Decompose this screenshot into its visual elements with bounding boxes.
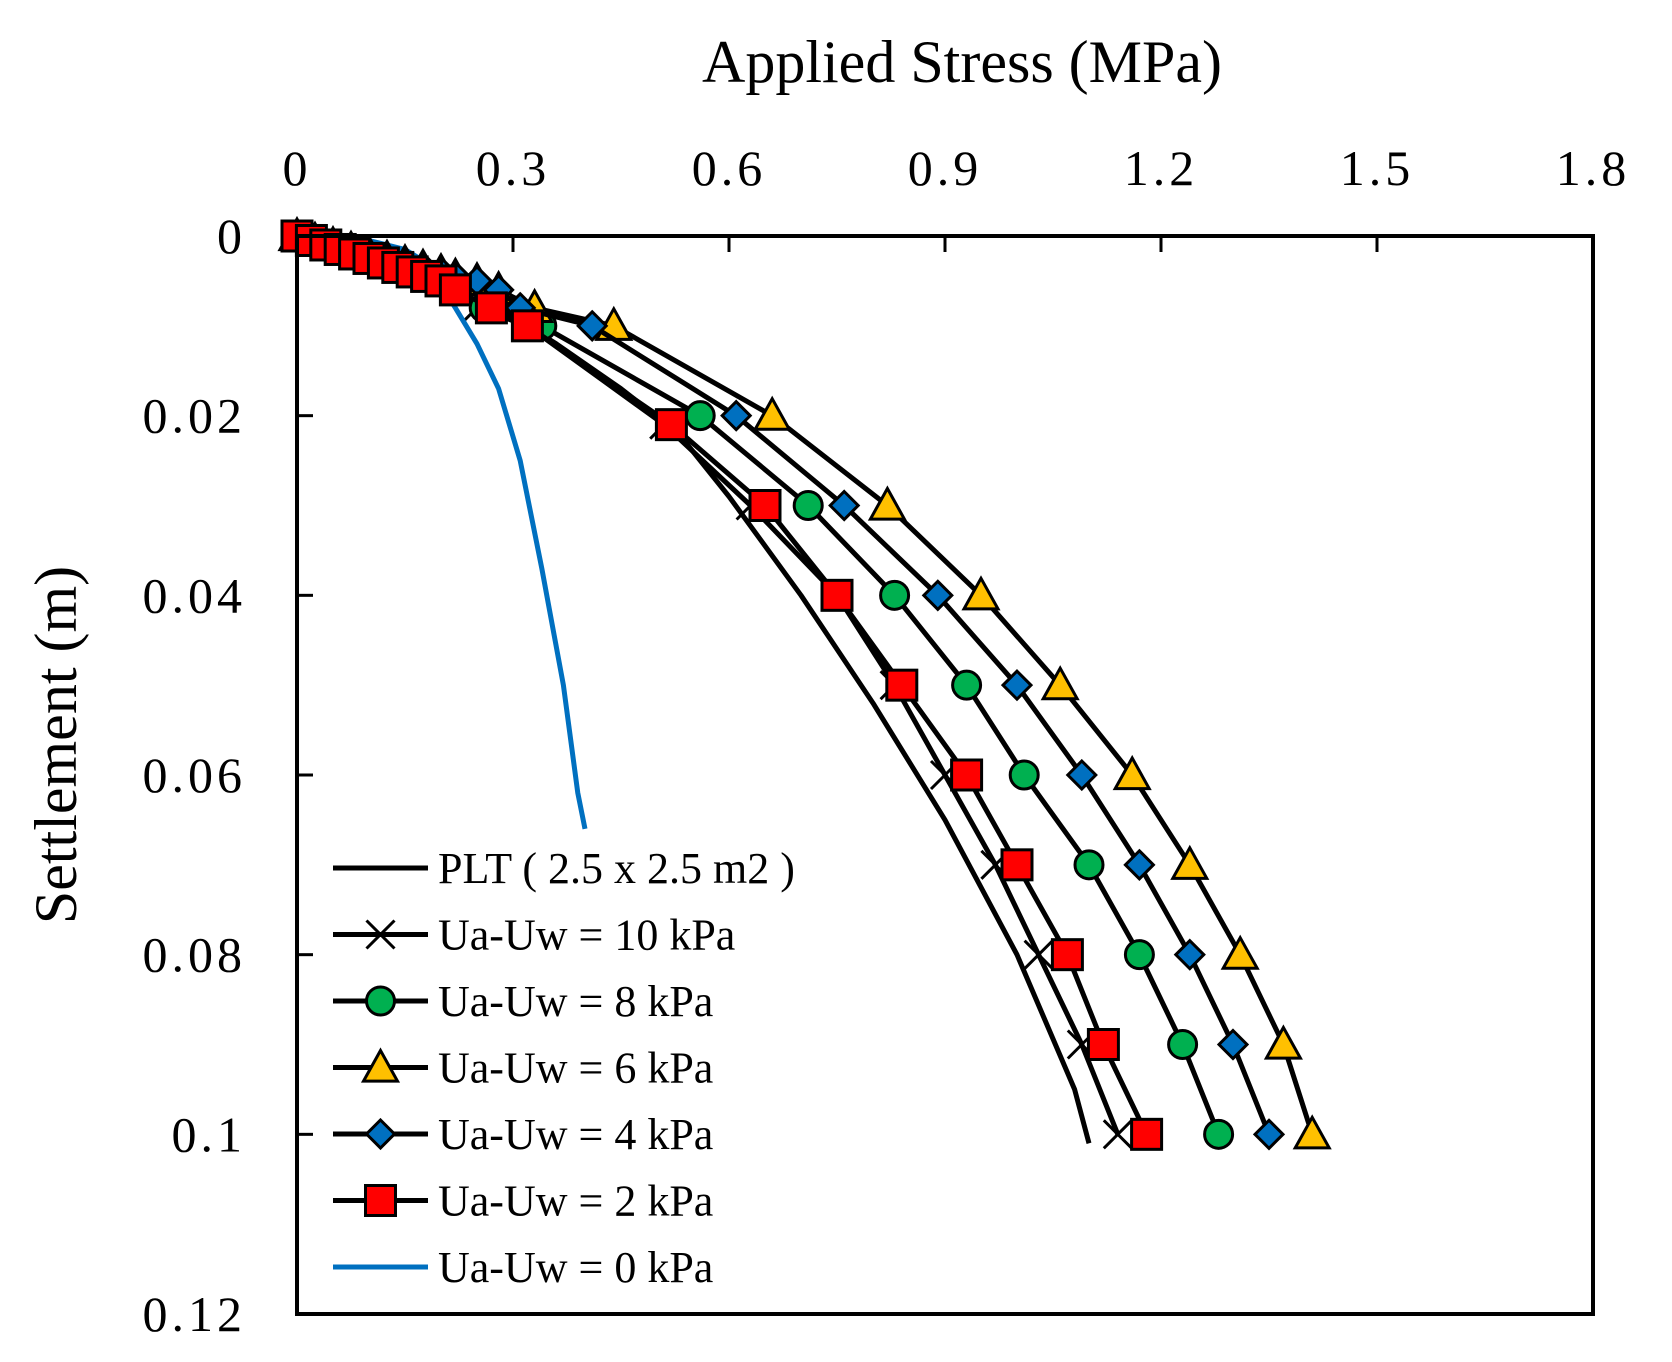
legend-item: Ua-Uw = 10 kPa [333,911,735,960]
data-point [720,399,753,432]
data-point [1050,938,1084,972]
data-point [748,489,782,522]
legend: PLT ( 2.5 x 2.5 m2 ) Ua-Uw = 10 kPa Ua-Uw … [333,844,795,1292]
x-tick-label: 1.5 [1340,140,1415,196]
y-tick-label: 0.02 [143,388,247,444]
x-tick-label: 1.8 [1556,140,1631,196]
data-point [951,669,983,701]
data-point [1252,1118,1286,1151]
data-point [576,309,609,342]
legend-swatch-marker [365,985,396,1017]
legend-swatch-marker [364,1117,397,1151]
data-point [1073,849,1105,881]
y-tick-label: 0.1 [172,1106,247,1162]
data-point [1040,665,1080,701]
legend-label: Ua-Uw = 4 kPa [438,1110,713,1159]
data-point [1216,1028,1250,1061]
data-point [1292,1114,1332,1150]
data-point [828,489,861,522]
data-point [1000,669,1034,702]
legend-item: Ua-Uw = 2 kPa [333,1177,713,1226]
y-tick-label: 0.04 [143,567,247,623]
y-axis-title: Settlement (m) [23,566,89,924]
data-point [1220,934,1260,970]
data-point [684,400,716,432]
data-point [752,395,792,431]
data-point [1170,844,1210,880]
plot-frame [295,234,1595,1316]
x-tick-label: 1.2 [1124,140,1199,196]
legend-swatch-marker [365,919,396,950]
data-point [1086,1028,1120,1061]
x-tick-label: 0.6 [692,140,767,196]
data-point [1203,1118,1235,1150]
legend-label: PLT ( 2.5 x 2.5 m2 ) [438,844,795,893]
data-point [867,485,907,521]
data-point [820,578,854,612]
data-point [1123,939,1155,971]
data-point [510,309,544,343]
legend-item: PLT ( 2.5 x 2.5 m2 ) [333,844,795,893]
y-tick-label: 0.12 [143,1286,247,1342]
legend-item: Ua-Uw = 8 kPa [333,977,713,1026]
data-point [1023,939,1054,970]
data-point [1130,1117,1164,1151]
x-tick-labels: 0 0.3 0.6 0.9 1.2 1.5 1.8 [283,140,1631,252]
data-point [879,579,911,611]
data-point [1112,754,1152,791]
legend-label: Ua-Uw = 2 kPa [438,1177,713,1226]
data-point [1065,758,1098,792]
data-point [1173,938,1206,971]
y-tick-label: 0.06 [143,747,247,803]
legend-label: Ua-Uw = 10 kPa [438,911,735,960]
x-tick-label: 0.9 [908,140,983,196]
data-point [1263,1024,1303,1060]
data-point [792,490,824,521]
x-tick-label: 0 [283,140,312,196]
legend-label: Ua-Uw = 6 kPa [438,1044,713,1093]
data-point [438,273,472,307]
data-point [1123,848,1156,881]
data-point [885,668,919,702]
data-point [474,291,508,325]
data-point [1102,1119,1133,1150]
series-5 [280,219,1164,1151]
legend-label: Ua-Uw = 0 kPa [438,1243,713,1292]
y-tick-label: 0.08 [143,927,247,983]
legend-item: Ua-Uw = 0 kPa [333,1243,713,1292]
legend-swatch-marker [364,1184,397,1217]
data-point [654,408,688,442]
data-point [1008,759,1040,791]
plot-series [277,215,1332,1151]
data-point [921,579,954,612]
legend-item: Ua-Uw = 4 kPa [333,1110,713,1159]
data-point [1167,1029,1199,1060]
legend-swatch-marker [360,1047,401,1083]
legend-item: Ua-Uw = 6 kPa [333,1044,713,1093]
data-point [950,758,984,792]
legend-label: Ua-Uw = 8 kPa [438,977,713,1026]
data-point [1000,848,1034,882]
y-tick-label: 0 [217,208,246,264]
data-point [961,575,1001,611]
x-tick-label: 0.3 [476,140,551,196]
x-axis-title: Applied Stress (MPa) [702,29,1222,95]
y-tick-labels: 0 0.02 0.04 0.06 0.08 0.1 0.12 [143,208,313,1342]
